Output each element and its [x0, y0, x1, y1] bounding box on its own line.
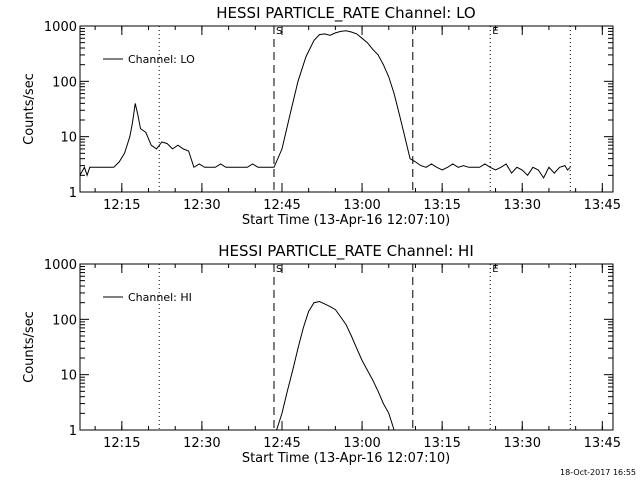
x-tick-label: 13:30	[504, 436, 541, 451]
y-tick-label: 1000	[44, 20, 77, 35]
x-tick-label: 12:15	[103, 198, 140, 213]
panel-hi-x-label: Start Time (13-Apr-16 12:07:10)	[242, 451, 450, 466]
marker-label: E	[492, 264, 498, 275]
panel-hi-y-label: Counts/sec	[22, 311, 37, 383]
panel-hi: HESSI PARTICLE_RATE Channel: HI Counts/s…	[22, 242, 621, 466]
x-tick-label: 12:30	[183, 436, 220, 451]
marker-label: E	[492, 26, 498, 37]
marker-label: S	[276, 26, 282, 37]
y-tick-label: 1	[69, 186, 77, 201]
panel-lo: HESSI PARTICLE_RATE Channel: LO Counts/s…	[22, 4, 621, 228]
x-tick-label: 13:15	[423, 198, 460, 213]
y-tick-label: 10	[60, 131, 77, 146]
series-line	[276, 300, 395, 431]
x-tick-label: 12:30	[183, 198, 220, 213]
panel-lo-frame	[79, 25, 614, 193]
panel-hi-legend-label: Channel: HI	[128, 291, 192, 304]
y-tick-label: 10	[60, 369, 77, 384]
x-tick-label: 13:15	[423, 436, 460, 451]
panel-lo-legend-label: Channel: LO	[128, 53, 195, 66]
y-tick-label: 1000	[44, 258, 77, 273]
panel-hi-frame	[79, 263, 614, 431]
series-line	[79, 30, 571, 179]
x-tick-label: 13:45	[584, 198, 621, 213]
x-tick-label: 13:00	[343, 436, 380, 451]
y-tick-label: 100	[52, 313, 77, 328]
x-tick-label: 13:45	[584, 436, 621, 451]
panel-lo-x-label: Start Time (13-Apr-16 12:07:10)	[242, 213, 450, 228]
panel-lo-y-label: Counts/sec	[22, 73, 37, 145]
y-tick-label: 1	[69, 424, 77, 439]
x-tick-label: 12:45	[263, 436, 300, 451]
panel-lo-title: HESSI PARTICLE_RATE Channel: LO	[216, 4, 475, 23]
footer-timestamp: 18-Oct-2017 16:55	[560, 468, 636, 477]
marker-label: S	[276, 264, 282, 275]
x-tick-label: 13:00	[343, 198, 380, 213]
x-tick-label: 13:30	[504, 198, 541, 213]
y-tick-label: 100	[52, 75, 77, 90]
x-tick-label: 12:15	[103, 436, 140, 451]
x-tick-label: 12:45	[263, 198, 300, 213]
panel-hi-title: HESSI PARTICLE_RATE Channel: HI	[218, 242, 474, 261]
